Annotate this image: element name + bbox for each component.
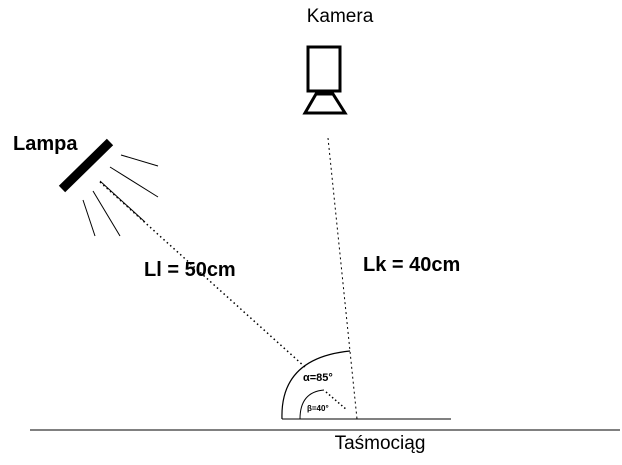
conveyor-label: Taśmociąg: [335, 433, 426, 454]
camera-axis-line: [327, 137, 358, 420]
lamp-label: Lampa: [13, 133, 78, 155]
camera-icon: [302, 45, 348, 115]
lamp-distance-label: Ll = 50cm: [144, 259, 236, 281]
beta-angle-arc: [299, 389, 325, 420]
camera-label: Kamera: [307, 6, 374, 27]
camera-distance-label: Lk = 40cm: [363, 254, 460, 276]
alpha-angle-arc: [281, 350, 351, 420]
beta-angle-label: β=40°: [307, 404, 329, 413]
alpha-angle-label: α=85°: [303, 372, 333, 384]
lamp-beam-line: [99, 181, 306, 368]
beta-angle-ray: [325, 391, 348, 411]
